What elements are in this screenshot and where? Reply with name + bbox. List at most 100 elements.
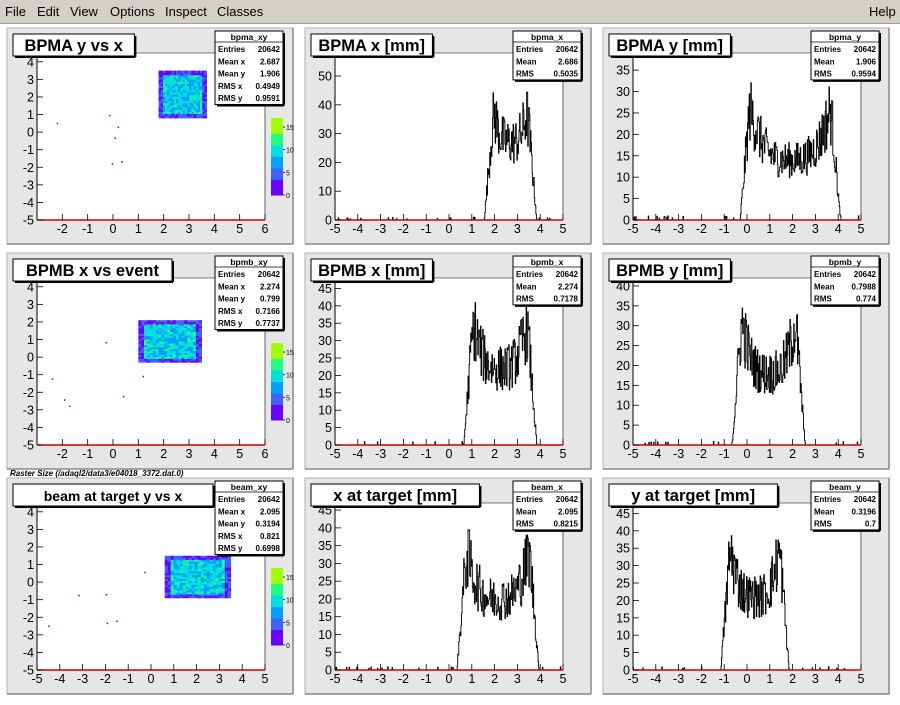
- stats-value: 2.686: [558, 57, 579, 66]
- heat-cell: [170, 341, 174, 344]
- heat-cell: [158, 81, 162, 84]
- heat-cell: [164, 333, 168, 336]
- heat-cell: [169, 107, 173, 110]
- heat-cell: [206, 563, 211, 566]
- heat-cell: [172, 354, 177, 357]
- heat-cell: [227, 572, 232, 576]
- heat-cell: [218, 572, 223, 576]
- heat-cell: [218, 586, 223, 589]
- heat-cell: [144, 339, 148, 342]
- heat-cell: [193, 113, 197, 117]
- menu-classes[interactable]: Classes: [217, 4, 264, 19]
- heat-cell: [204, 96, 208, 99]
- heat-cell: [191, 576, 196, 580]
- heat-cell: [181, 335, 185, 338]
- heat-cell: [180, 83, 183, 86]
- heat-cell: [197, 592, 202, 595]
- heat-cell: [167, 96, 170, 99]
- heat-cell: [184, 94, 188, 97]
- heat-cell: [187, 100, 190, 104]
- y-tick-label: -3: [23, 178, 34, 192]
- heat-cell: [193, 347, 197, 350]
- heat-cell: [144, 335, 148, 338]
- heat-cell: [164, 580, 168, 583]
- menu-edit[interactable]: Edit: [37, 4, 60, 19]
- heat-cell: [203, 555, 208, 558]
- y-tick-label: 0: [27, 351, 34, 365]
- heat-cell: [204, 113, 208, 117]
- menu-view[interactable]: View: [70, 4, 98, 19]
- y-tick-label: 30: [318, 334, 332, 348]
- stats-label: Entries: [814, 495, 842, 504]
- x-tick-label: 0: [148, 672, 155, 686]
- heat-cell: [191, 83, 194, 86]
- heat-cell: [167, 557, 171, 560]
- heat-cell: [187, 358, 191, 361]
- heat-cell: [189, 94, 192, 97]
- heat-cell: [224, 574, 229, 578]
- menu-help[interactable]: Help: [869, 4, 896, 19]
- heat-cell: [167, 89, 170, 93]
- heat-cell: [185, 592, 190, 595]
- heat-cell: [170, 343, 174, 346]
- heat-cell: [202, 83, 205, 86]
- colorbar-segment: [271, 583, 283, 588]
- heat-cell: [187, 345, 191, 348]
- heat-cell: [198, 329, 202, 332]
- heat-cell: [171, 74, 175, 78]
- heat-cell: [158, 343, 162, 346]
- heat-cell: [165, 79, 168, 82]
- heat-cell: [173, 580, 178, 583]
- heat-cell: [215, 561, 220, 564]
- heat-cell: [202, 70, 205, 74]
- heat-cell: [182, 105, 186, 108]
- y-tick-label: 0: [623, 214, 630, 228]
- y-tick-label: 5: [623, 646, 630, 660]
- menu-inspect[interactable]: Inspect: [165, 4, 207, 19]
- heat-cell: [212, 586, 217, 589]
- root-canvas[interactable]: Raster Size (/adaql2/data3/e04018_3372.d…: [0, 25, 900, 700]
- heat-cell: [173, 87, 177, 91]
- heat-cell: [176, 557, 181, 560]
- stats-label: Mean y: [218, 295, 246, 304]
- heat-cell: [173, 92, 177, 95]
- heat-cell: [202, 109, 205, 112]
- heat-cell: [170, 565, 174, 568]
- y-tick-label: 0: [325, 214, 332, 228]
- heat-cell: [188, 569, 193, 572]
- heat-cell: [173, 113, 177, 117]
- heat-cell: [146, 358, 151, 361]
- x-tick-label: 1: [468, 222, 475, 236]
- heat-cell: [184, 105, 188, 108]
- heat-cell: [180, 72, 183, 76]
- heat-cell: [170, 350, 174, 354]
- heat-cell: [187, 85, 190, 89]
- heat-cell: [200, 105, 203, 108]
- colorbar-segment: [271, 598, 283, 604]
- menu-file[interactable]: File: [5, 4, 26, 19]
- heat-cell: [203, 580, 208, 583]
- heat-cell: [212, 578, 217, 581]
- heat-cell: [185, 571, 190, 574]
- heat-cell: [172, 331, 177, 334]
- heat-cell: [209, 571, 214, 574]
- heat-cell: [197, 87, 201, 91]
- heat-cell: [158, 339, 162, 342]
- heat-cell: [144, 348, 148, 352]
- heat-cell: [170, 320, 174, 323]
- menu-options[interactable]: Options: [110, 4, 155, 19]
- x-tick-label: -4: [352, 672, 363, 686]
- heat-cell: [193, 322, 197, 325]
- x-tick-label: 0: [446, 672, 453, 686]
- heat-cell: [194, 594, 199, 597]
- x-tick-label: -5: [329, 447, 340, 461]
